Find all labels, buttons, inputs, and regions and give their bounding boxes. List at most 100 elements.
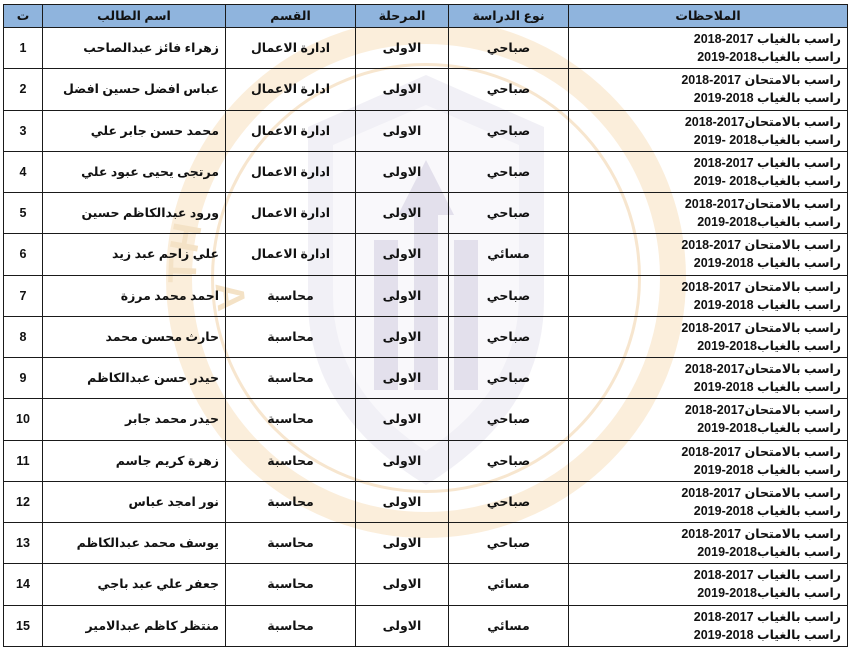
cell-notes: راسب بالامتحان 2017-2018 راسب بالغياب 201… (568, 439, 848, 482)
cell-study-type: صباحي (448, 356, 569, 400)
cell-department: محاسبة (225, 398, 356, 441)
cell-student-name: منتظر كاظم عبدالامير (42, 604, 226, 647)
table-row[interactable]: راسب بالغياب 2017-2018 راسب بالغياب2018 -… (3, 150, 848, 194)
cell-study-type: مسائي (448, 604, 569, 647)
cell-index: 5 (3, 191, 43, 235)
header-row: الملاحظات نوع الدراسة المرحلة القسم اسم … (3, 4, 848, 28)
cell-stage: الاولى (355, 68, 449, 111)
table-row[interactable]: راسب بالامتحان2017-2018 راسب بالغياب 2018… (3, 356, 848, 400)
note-line: راسب بالغياب2018-2019 (697, 50, 841, 65)
cell-notes: راسب بالغياب 2017-2018 راسب بالغياب 2018-… (568, 604, 848, 647)
cell-study-type: صباحي (448, 68, 569, 111)
note-line: راسب بالغياب2018 -2019 (693, 173, 841, 188)
note-line: راسب بالغياب2018-2019 (697, 545, 841, 560)
table-row[interactable]: راسب بالامتحان2017-2018 راسب بالغياب2018-… (3, 398, 848, 441)
cell-department: ادارة الاعمال (225, 68, 356, 111)
cell-study-type: صباحي (448, 109, 569, 152)
cell-stage: الاولى (355, 26, 449, 70)
cell-index: 7 (3, 274, 43, 317)
cell-stage: الاولى (355, 274, 449, 317)
note-line: راسب بالامتحان2017-2018 (684, 114, 841, 129)
cell-index: 3 (3, 109, 43, 152)
cell-notes: راسب بالامتحان 2017-2018 راسب بالغياب2018… (568, 521, 848, 565)
cell-student-name: احمد محمد مرزة (42, 274, 226, 317)
table-row[interactable]: راسب بالامتحان2017-2018 راسب بالغياب2018-… (3, 191, 848, 235)
cell-notes: راسب بالامتحان 2017-2018 راسب بالغياب2018… (568, 315, 848, 359)
table-row[interactable]: راسب بالغياب 2017-2018 راسب بالغياب 2018-… (3, 604, 848, 647)
cell-index: 13 (3, 521, 43, 565)
note-line: راسب بالامتحان 2017-2018 (681, 485, 841, 500)
table-row[interactable]: راسب بالامتحان 2017-2018 راسب بالغياب 201… (3, 233, 848, 276)
column-header-notes[interactable]: الملاحظات (568, 4, 848, 28)
cell-department: ادارة الاعمال (225, 150, 356, 194)
cell-stage: الاولى (355, 398, 449, 441)
note-line: راسب بالامتحان 2017-2018 (681, 279, 841, 294)
cell-stage: الاولى (355, 604, 449, 647)
note-line: راسب بالغياب 2018-2019 (693, 462, 841, 477)
cell-study-type: صباحي (448, 274, 569, 317)
note-line: راسب بالغياب2018 -2019 (693, 132, 841, 147)
cell-stage: الاولى (355, 563, 449, 606)
cell-student-name: مرتجى يحيى عبود علي (42, 150, 226, 194)
cell-student-name: يوسف محمد عبدالكاظم (42, 521, 226, 565)
cell-student-name: جعفر علي عبد باجي (42, 563, 226, 606)
cell-department: ادارة الاعمال (225, 109, 356, 152)
cell-index: 2 (3, 68, 43, 111)
note-line: راسب بالغياب2018-2019 (697, 586, 841, 601)
cell-study-type: صباحي (448, 150, 569, 194)
cell-stage: الاولى (355, 191, 449, 235)
cell-student-name: زهرة كريم جاسم (42, 439, 226, 482)
cell-department: ادارة الاعمال (225, 233, 356, 276)
cell-notes: راسب بالامتحان 2017-2018 راسب بالغياب 201… (568, 68, 848, 111)
note-line: راسب بالامتحان2017-2018 (684, 403, 841, 418)
table-header: الملاحظات نوع الدراسة المرحلة القسم اسم … (3, 4, 848, 28)
note-line: راسب بالغياب2018-2019 (697, 338, 841, 353)
cell-study-type: صباحي (448, 480, 569, 524)
note-line: راسب بالامتحان 2017-2018 (681, 444, 841, 459)
cell-notes: راسب بالامتحان 2017-2018 راسب بالغياب 201… (568, 480, 848, 524)
cell-student-name: ورود عبدالكاظم حسين (42, 191, 226, 235)
cell-index: 1 (3, 26, 43, 70)
column-header-stage[interactable]: المرحلة (355, 4, 449, 28)
table-row[interactable]: راسب بالامتحان 2017-2018 راسب بالغياب 201… (3, 68, 848, 111)
cell-study-type: صباحي (448, 398, 569, 441)
note-line: راسب بالغياب 2018-2019 (693, 627, 841, 642)
column-header-study-type[interactable]: نوع الدراسة (448, 4, 569, 28)
note-line: راسب بالامتحان 2017-2018 (681, 527, 841, 541)
table-row[interactable]: راسب بالامتحان 2017-2018 راسب بالغياب 201… (3, 480, 848, 524)
cell-study-type: صباحي (448, 191, 569, 235)
table-row[interactable]: راسب بالامتحان 2017-2018 راسب بالغياب2018… (3, 521, 848, 565)
note-line: راسب بالغياب 2017-2018 (693, 32, 841, 46)
note-line: راسب بالغياب 2017-2018 (693, 155, 841, 170)
cell-stage: الاولى (355, 150, 449, 194)
cell-stage: الاولى (355, 439, 449, 482)
table-row[interactable]: راسب بالغياب 2017-2018 راسب بالغياب2018-2… (3, 563, 848, 606)
table-body: راسب بالغياب 2017-2018 راسب بالغياب2018-2… (3, 26, 848, 647)
cell-study-type: صباحي (448, 439, 569, 482)
column-header-student-name[interactable]: اسم الطالب (42, 4, 226, 28)
column-header-department[interactable]: القسم (225, 4, 356, 28)
table-row[interactable]: راسب بالامتحان2017-2018 راسب بالغياب2018 … (3, 109, 848, 152)
cell-stage: الاولى (355, 109, 449, 152)
cell-department: ادارة الاعمال (225, 26, 356, 70)
note-line: راسب بالغياب 2017-2018 (693, 568, 841, 583)
table-row[interactable]: راسب بالغياب 2017-2018 راسب بالغياب2018-2… (3, 26, 848, 70)
cell-study-type: مسائي (448, 233, 569, 276)
cell-index: 9 (3, 356, 43, 400)
table-row[interactable]: راسب بالامتحان 2017-2018 راسب بالغياب2018… (3, 315, 848, 359)
note-line: راسب بالامتحان 2017-2018 (681, 73, 841, 88)
table-row[interactable]: راسب بالامتحان 2017-2018 راسب بالغياب 201… (3, 439, 848, 482)
cell-notes: راسب بالامتحان2017-2018 راسب بالغياب2018-… (568, 398, 848, 441)
cell-student-name: عباس افضل حسين افضل (42, 68, 226, 111)
note-line: راسب بالغياب 2018-2019 (693, 297, 841, 312)
cell-department: محاسبة (225, 563, 356, 606)
cell-study-type: مسائي (448, 563, 569, 606)
cell-department: محاسبة (225, 439, 356, 482)
table-row[interactable]: راسب بالامتحان 2017-2018 راسب بالغياب 201… (3, 274, 848, 317)
cell-notes: راسب بالغياب 2017-2018 راسب بالغياب2018-2… (568, 26, 848, 70)
cell-department: محاسبة (225, 274, 356, 317)
cell-notes: راسب بالامتحان 2017-2018 راسب بالغياب 201… (568, 274, 848, 317)
cell-department: ادارة الاعمال (225, 191, 356, 235)
cell-stage: الاولى (355, 356, 449, 400)
column-header-index[interactable]: ت (3, 4, 43, 28)
